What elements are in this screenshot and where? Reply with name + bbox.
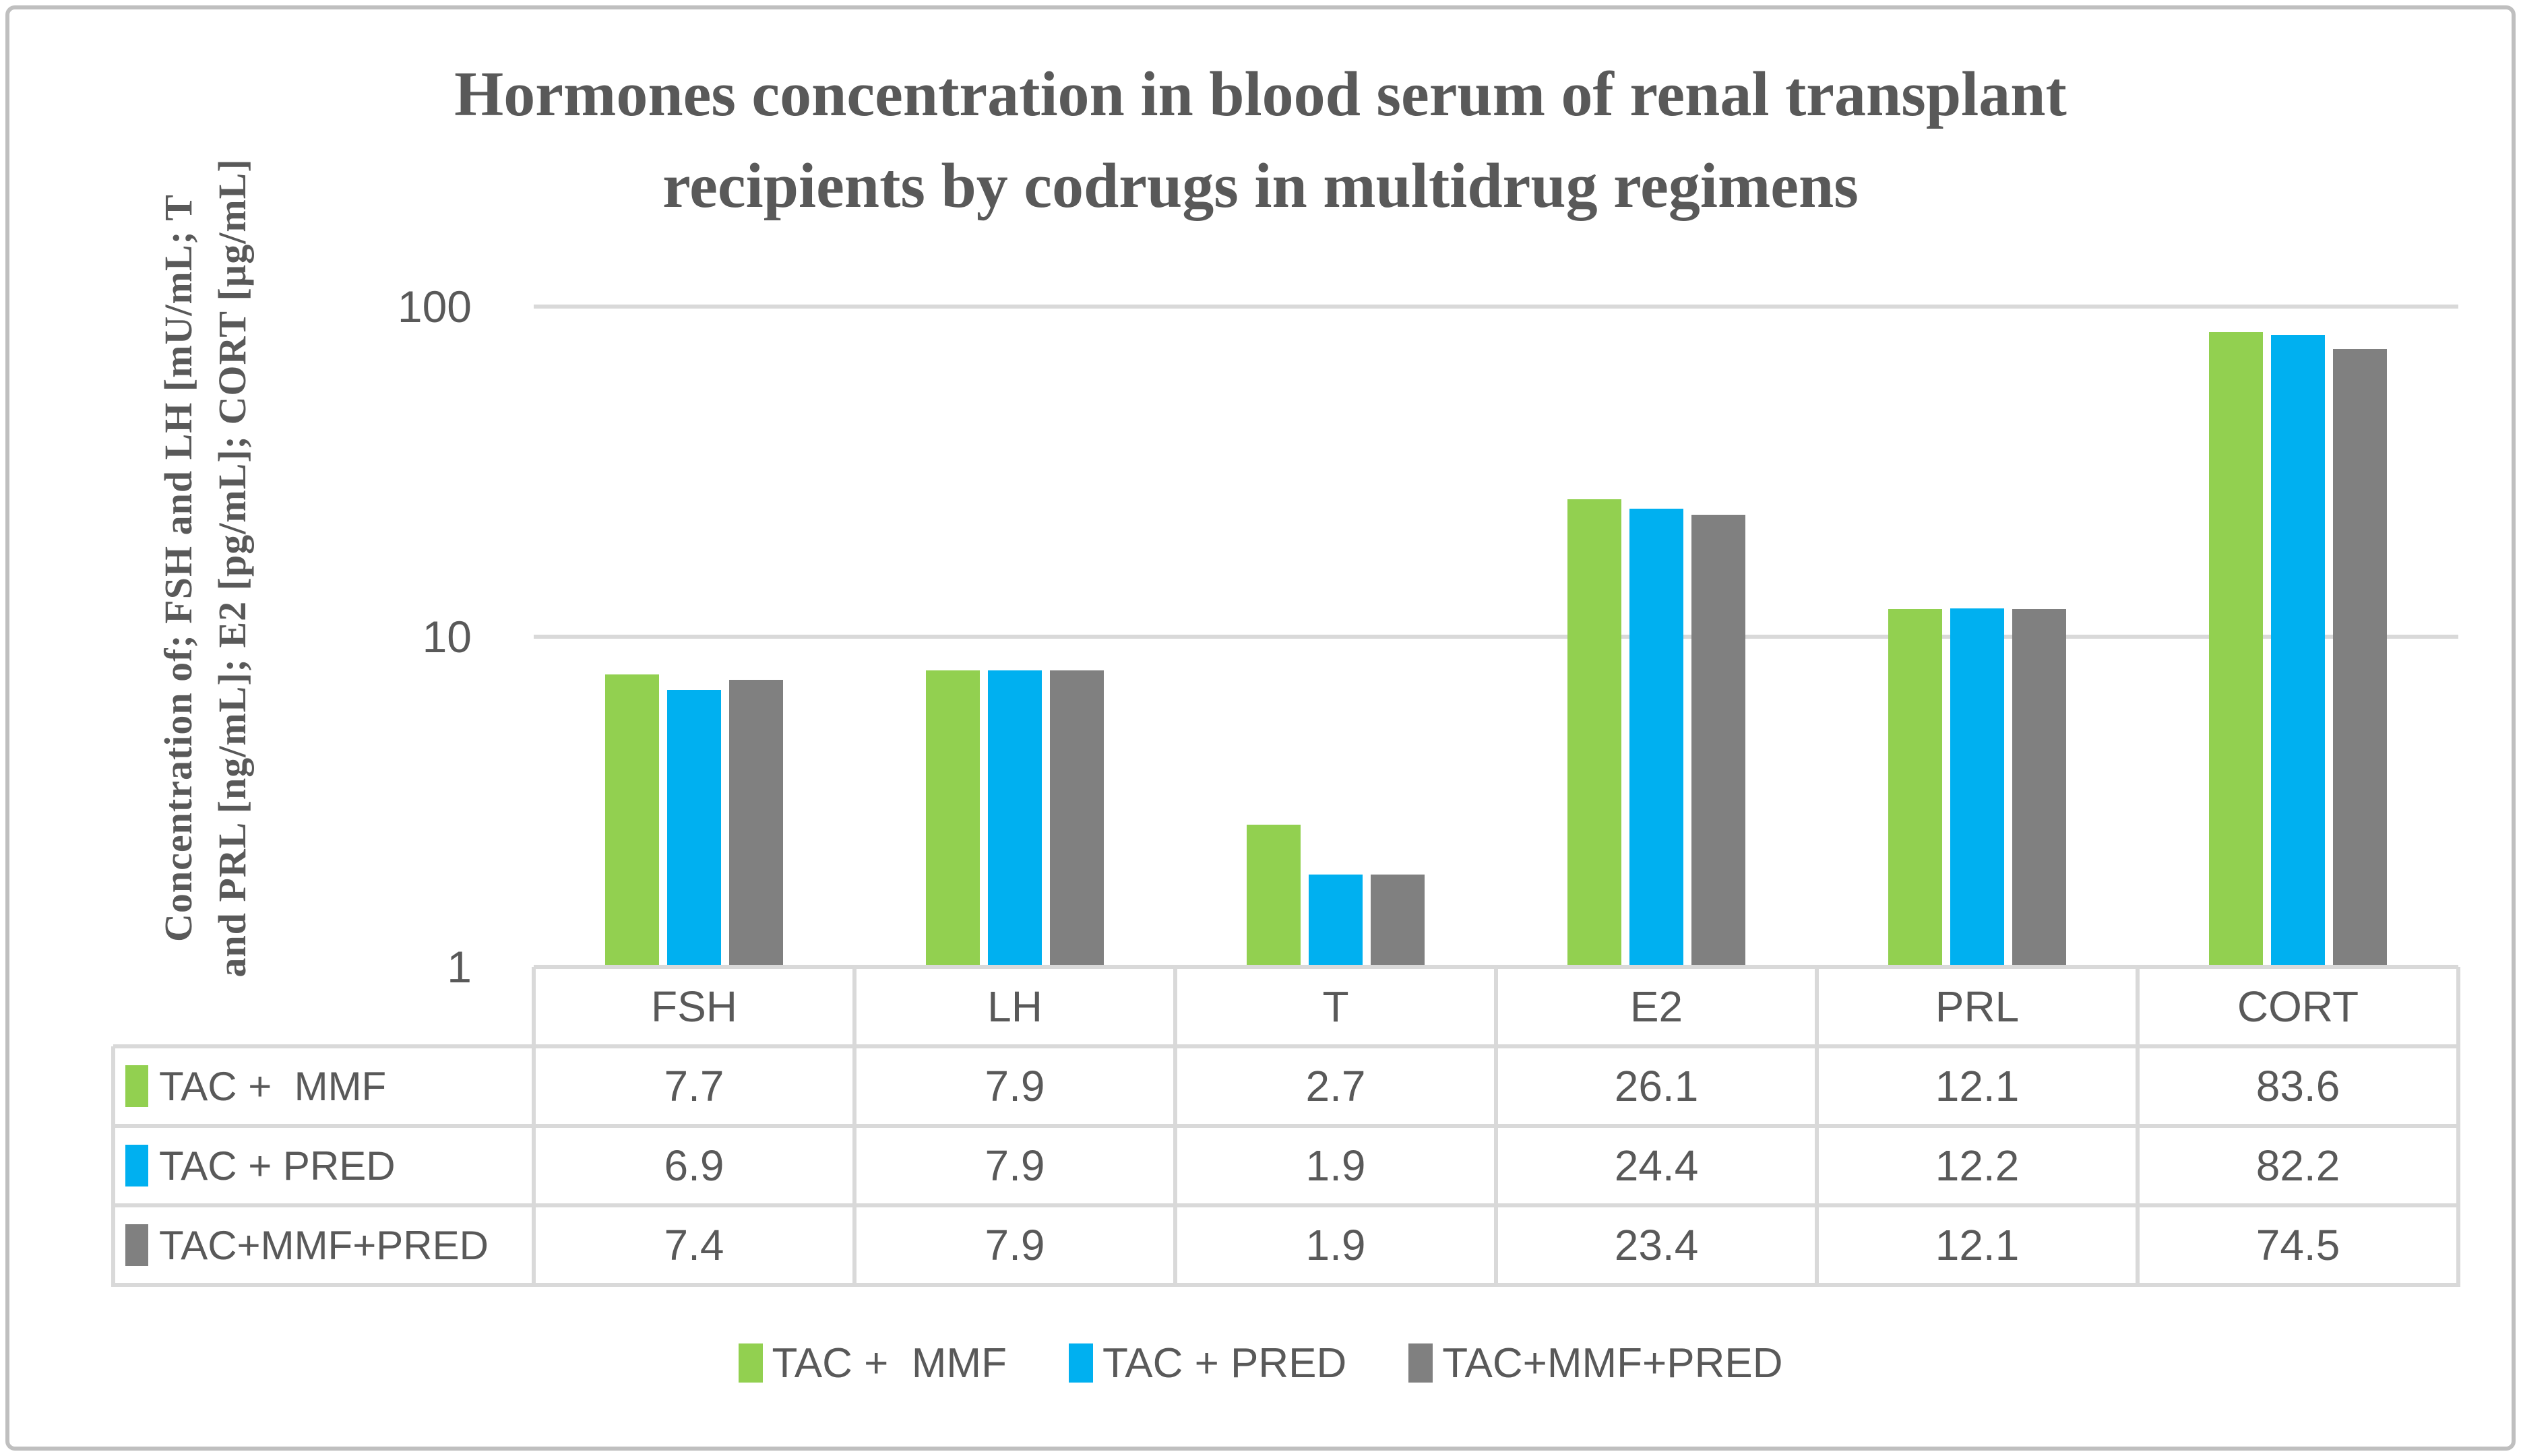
table-value-TAC+MMF-FSH: 7.7 bbox=[664, 1062, 724, 1110]
table-vline-3 bbox=[1494, 967, 1498, 1287]
table-value-TAC+PRED-E2: 24.4 bbox=[1614, 1141, 1699, 1190]
bar-TAC+MMF+PRED-CORT bbox=[2333, 349, 2387, 969]
gridline-10 bbox=[534, 635, 2458, 639]
table-vline-labelcol bbox=[111, 1046, 115, 1287]
table-hline-2 bbox=[113, 1124, 2458, 1128]
bar-TAC+MMF-E2 bbox=[1567, 499, 1621, 969]
y-tick-10: 10 bbox=[422, 612, 472, 662]
table-row-label-TAC+MMF+PRED: TAC+MMF+PRED bbox=[125, 1209, 526, 1281]
table-vline-2 bbox=[1173, 967, 1177, 1287]
table-value-TAC+MMF-PRL: 12.1 bbox=[1935, 1062, 2020, 1110]
chart-title-line2: recipients by codrugs in multidrug regim… bbox=[662, 151, 1859, 221]
chart-title-line1: Hormones concentration in blood serum of… bbox=[454, 59, 2067, 129]
table-value-TAC+PRED-FSH: 6.9 bbox=[664, 1141, 724, 1190]
table-vline-4 bbox=[1815, 967, 1819, 1287]
table-hline-4 bbox=[113, 1283, 2458, 1287]
table-header-FSH: FSH bbox=[651, 982, 737, 1031]
legend-label: TAC+MMF+PRED bbox=[1442, 1339, 1783, 1387]
legend-swatch-icon bbox=[1068, 1343, 1093, 1383]
bar-TAC+MMF-T bbox=[1247, 825, 1301, 969]
table-hline-1 bbox=[113, 1044, 2458, 1048]
table-header-PRL: PRL bbox=[1935, 982, 2020, 1031]
row-label-text: TAC + MMF bbox=[159, 1063, 387, 1109]
legend-swatch-icon bbox=[738, 1343, 763, 1383]
table-vline-0 bbox=[532, 967, 536, 1287]
bar-TAC+MMF-LH bbox=[926, 670, 980, 969]
table-value-TAC+MMF+PRED-E2: 23.4 bbox=[1614, 1221, 1699, 1269]
y-axis-label: Concentration of; FSH and LH [mU/mL; T a… bbox=[152, 63, 266, 1073]
legend-item-TAC+MMF+PRED: TAC+MMF+PRED bbox=[1408, 1339, 1783, 1387]
y-tick-1: 1 bbox=[447, 942, 472, 992]
legend-swatch-icon bbox=[1408, 1343, 1433, 1383]
table-row-label-TAC+MMF: TAC + MMF bbox=[125, 1050, 526, 1122]
table-header-T: T bbox=[1322, 982, 1349, 1031]
bar-TAC+PRED-CORT bbox=[2271, 335, 2325, 969]
bar-TAC+MMF-FSH bbox=[605, 674, 659, 969]
table-value-TAC+MMF-CORT: 83.6 bbox=[2255, 1062, 2340, 1110]
bar-TAC+MMF-PRL bbox=[1888, 609, 1942, 969]
bar-TAC+PRED-LH bbox=[988, 670, 1042, 969]
gridline-100 bbox=[534, 305, 2458, 309]
table-value-TAC+PRED-PRL: 12.2 bbox=[1935, 1141, 2020, 1190]
table-row-label-TAC+PRED: TAC + PRED bbox=[125, 1130, 526, 1201]
table-value-TAC+PRED-CORT: 82.2 bbox=[2255, 1141, 2340, 1190]
table-vline-5 bbox=[2136, 967, 2140, 1287]
row-label-text: TAC+MMF+PRED bbox=[159, 1222, 489, 1268]
row-swatch-icon bbox=[125, 1145, 148, 1186]
bar-TAC+MMF+PRED-PRL bbox=[2012, 609, 2066, 969]
bar-TAC+MMF+PRED-FSH bbox=[729, 680, 783, 969]
legend: TAC + MMF TAC + PRED TAC+MMF+PRED bbox=[0, 1333, 2521, 1393]
table-value-TAC+MMF-T: 2.7 bbox=[1305, 1062, 1366, 1110]
table-value-TAC+MMF-LH: 7.9 bbox=[985, 1062, 1045, 1110]
table-value-TAC+PRED-LH: 7.9 bbox=[985, 1141, 1045, 1190]
bar-TAC+MMF+PRED-E2 bbox=[1691, 515, 1745, 969]
y-axis-label-line1: Concentration of; FSH and LH [mU/mL; T bbox=[156, 194, 200, 942]
table-value-TAC+MMF+PRED-FSH: 7.4 bbox=[664, 1221, 724, 1269]
table-value-TAC+MMF+PRED-CORT: 74.5 bbox=[2255, 1221, 2340, 1269]
y-axis-label-line2: and PRL [ng/mL]; E2 [pg/mL]; CORT [µg/mL… bbox=[210, 158, 254, 978]
table-header-E2: E2 bbox=[1629, 982, 1683, 1031]
chart-title: Hormones concentration in blood serum of… bbox=[0, 49, 2521, 232]
legend-item-TAC+PRED: TAC + PRED bbox=[1068, 1339, 1347, 1387]
table-value-TAC+MMF-E2: 26.1 bbox=[1614, 1062, 1699, 1110]
table-header-LH: LH bbox=[987, 982, 1042, 1031]
figure-border bbox=[5, 5, 2516, 1451]
row-swatch-icon bbox=[125, 1224, 148, 1266]
legend-label: TAC + MMF bbox=[772, 1339, 1007, 1387]
table-value-TAC+MMF+PRED-LH: 7.9 bbox=[985, 1221, 1045, 1269]
y-tick-100: 100 bbox=[397, 282, 472, 331]
bar-TAC+PRED-FSH bbox=[667, 690, 721, 969]
table-vline-6 bbox=[2456, 967, 2460, 1287]
table-value-TAC+MMF+PRED-T: 1.9 bbox=[1305, 1221, 1366, 1269]
row-swatch-icon bbox=[125, 1065, 148, 1107]
bar-TAC+MMF-CORT bbox=[2209, 332, 2263, 969]
legend-item-TAC+MMF: TAC + MMF bbox=[738, 1339, 1007, 1387]
bar-TAC+MMF+PRED-T bbox=[1371, 875, 1425, 969]
bar-TAC+PRED-E2 bbox=[1629, 509, 1683, 969]
bar-TAC+PRED-PRL bbox=[1950, 608, 2004, 969]
table-vline-1 bbox=[852, 967, 857, 1287]
bar-TAC+PRED-T bbox=[1309, 875, 1363, 969]
table-hline-3 bbox=[113, 1203, 2458, 1207]
table-value-TAC+PRED-T: 1.9 bbox=[1305, 1141, 1366, 1190]
row-label-text: TAC + PRED bbox=[159, 1143, 396, 1189]
legend-label: TAC + PRED bbox=[1102, 1339, 1347, 1387]
bar-TAC+MMF+PRED-LH bbox=[1050, 670, 1104, 969]
table-header-CORT: CORT bbox=[2237, 982, 2359, 1031]
table-value-TAC+MMF+PRED-PRL: 12.1 bbox=[1935, 1221, 2020, 1269]
